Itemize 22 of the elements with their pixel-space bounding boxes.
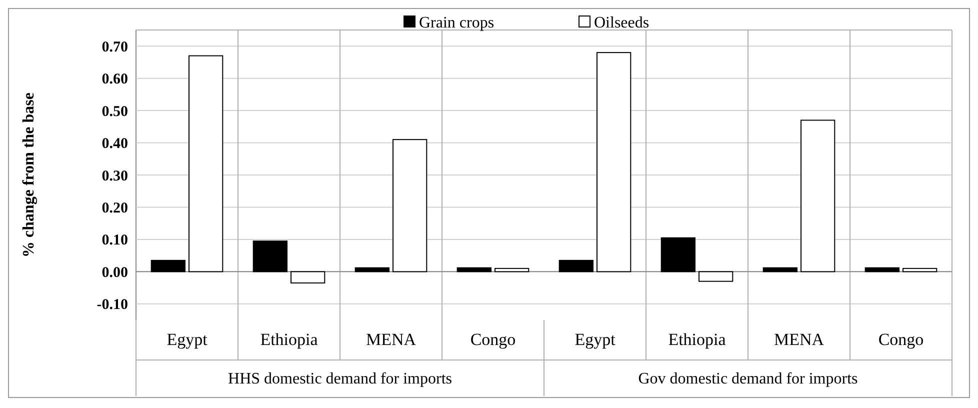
x-axis-title: HHS domestic demand for imports [228, 370, 452, 388]
x-tick-label: MENA [366, 330, 417, 349]
y-axis-title: % change from the base [20, 92, 38, 258]
y-tick-label: 0.60 [102, 72, 128, 88]
x-tick-label: Egypt [574, 330, 616, 349]
x-tick-label: Ethiopia [668, 330, 726, 349]
x-tick-label: MENA [774, 330, 825, 349]
x-tick-label: Ethiopia [260, 330, 318, 349]
y-tick-label: 0.30 [102, 168, 128, 184]
y-tick-label: 0.50 [102, 104, 128, 120]
y-tick-label: -0.10 [96, 297, 128, 314]
legend-label: Oilseeds [594, 14, 650, 32]
legend-label: Grain crops [419, 14, 494, 32]
x-tick-label: Congo [470, 330, 516, 349]
x-axis-title: Gov domestic demand for imports [638, 370, 858, 388]
x-tick-label: Congo [878, 330, 924, 349]
x-tick-label: Egypt [166, 330, 208, 349]
y-tick-label: 0.70 [102, 39, 128, 56]
y-tick-label: 0.20 [102, 200, 128, 216]
y-tick-label: 0.40 [102, 136, 128, 152]
y-tick-label: 0.10 [102, 232, 128, 249]
y-tick-label: 0.00 [102, 264, 128, 281]
